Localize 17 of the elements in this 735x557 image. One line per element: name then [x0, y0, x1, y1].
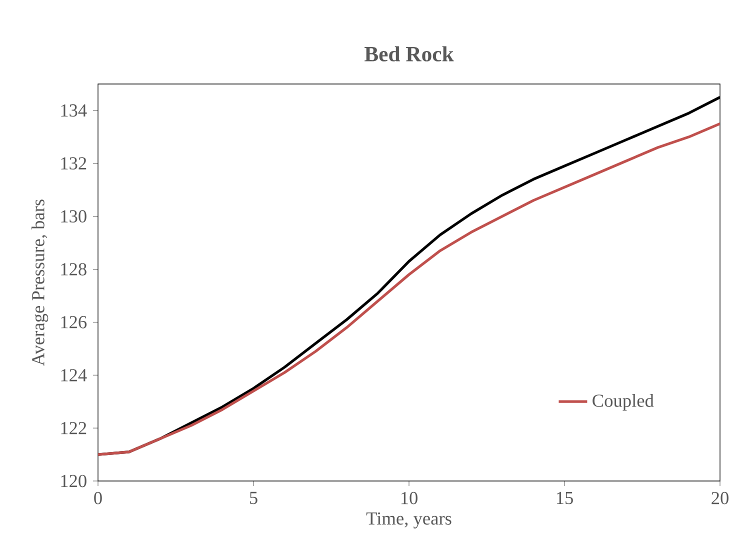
y-tick-label: 128 — [61, 263, 86, 276]
x-tick-label: 5 — [250, 492, 258, 504]
x-tick-label: 10 — [401, 492, 418, 504]
y-tick-label: 120 — [61, 474, 86, 488]
y-tick-label: 130 — [61, 210, 86, 223]
y-tick-label: 132 — [61, 157, 86, 170]
x-tick-label: 15 — [556, 492, 573, 504]
x-tick-label: 20 — [712, 492, 728, 504]
x-axis-title: Time, years — [366, 512, 452, 528]
chart-title: Bed Rock — [364, 46, 454, 62]
y-tick-label: 122 — [61, 422, 86, 434]
y-axis-title: Average Pressure, bars — [32, 200, 48, 366]
legend-label: Coupled — [592, 394, 654, 411]
y-tick-label: 134 — [61, 104, 87, 117]
x-tick-label: 0 — [94, 492, 102, 504]
y-tick-label: 124 — [61, 369, 87, 382]
y-tick-label: 126 — [61, 316, 87, 328]
